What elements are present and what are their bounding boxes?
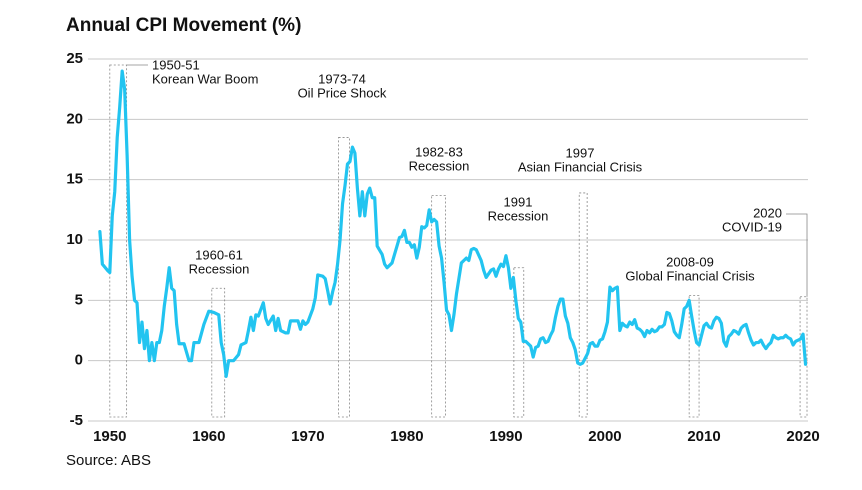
annotation-label: 1960-61 (195, 247, 243, 262)
annotation-label: 2020 (753, 205, 782, 220)
y-tick-label: 20 (66, 110, 83, 127)
annotation-box (688, 295, 700, 418)
annotation-label: Recession (189, 261, 250, 276)
y-tick-label: 15 (66, 171, 83, 188)
annotation-label: 2008-09 (666, 254, 714, 269)
annotation-label: Asian Financial Crisis (518, 159, 643, 174)
x-tick-label: 1950 (93, 428, 126, 445)
y-tick-label: 10 (66, 231, 83, 248)
y-tick-label: -5 (70, 412, 83, 429)
annotation-label: 1973-74 (318, 71, 366, 86)
x-tick-label: 2020 (786, 428, 819, 445)
x-tick-label: 1960 (192, 428, 225, 445)
x-tick-label: 1990 (489, 428, 522, 445)
x-tick-label: 1980 (390, 428, 423, 445)
cpi-line (98, 69, 808, 378)
annotation-box (338, 137, 350, 418)
x-tick-label: 1970 (291, 428, 324, 445)
annotation-label: 1982-83 (415, 144, 463, 159)
annotation-label: Recession (488, 208, 549, 223)
annotation-label: 1991 (504, 194, 533, 209)
annotation-leader (786, 213, 808, 297)
annotation-label: Global Financial Crisis (625, 268, 755, 283)
source-note: Source: ABS (66, 452, 151, 469)
annotation-label: Korean War Boom (152, 71, 258, 86)
chart-title: Annual CPI Movement (%) (66, 15, 301, 36)
annotation-box (578, 192, 588, 418)
annotation-label: Oil Price Shock (298, 85, 387, 100)
annotation-label: 1997 (566, 145, 595, 160)
y-tick-label: 5 (75, 291, 83, 308)
y-tick-label: 25 (66, 50, 83, 67)
y-tick-label: 0 (75, 352, 83, 369)
x-tick-label: 2010 (687, 428, 720, 445)
annotation-label: Recession (409, 158, 470, 173)
annotation-label: COVID-19 (722, 219, 782, 234)
x-tick-label: 2000 (588, 428, 621, 445)
annotation-label: 1950-51 (152, 57, 200, 72)
